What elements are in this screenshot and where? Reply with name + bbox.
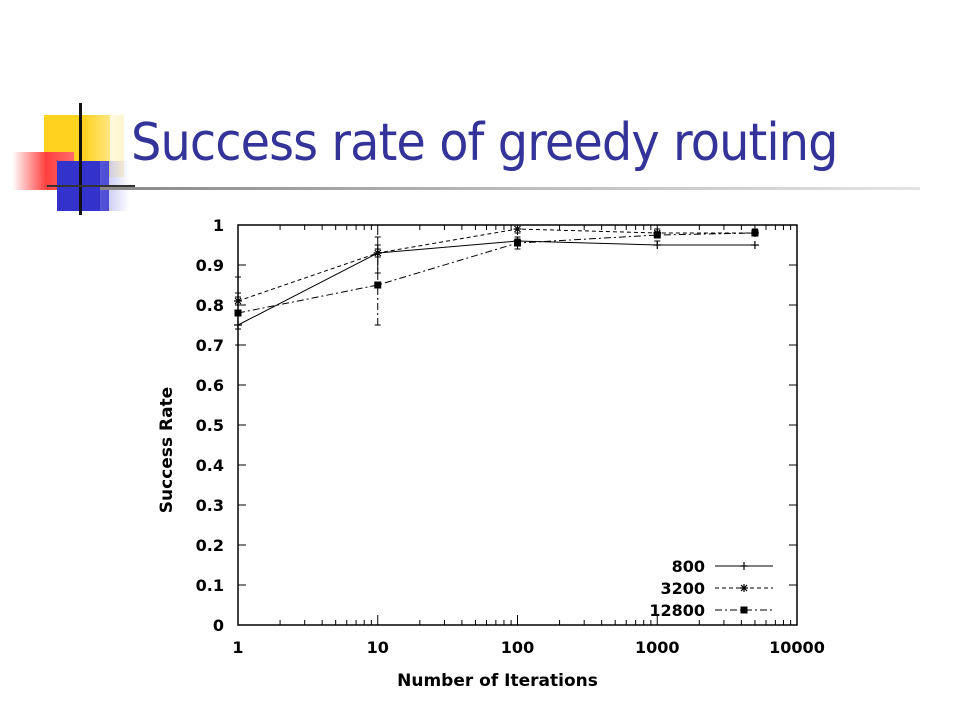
legend-marker-12800 <box>740 606 748 614</box>
y-tick-label: 0.8 <box>196 296 224 315</box>
data-point-12800 <box>234 309 242 317</box>
x-tick-label: 1 <box>232 638 243 657</box>
y-tick-label: 0.5 <box>196 416 224 435</box>
x-axis-label: Number of Iterations <box>397 671 598 691</box>
series-line-3200 <box>237 228 755 302</box>
x-tick-label: 10 <box>367 638 389 657</box>
y-tick-label: 0.4 <box>196 456 224 475</box>
slide-title: Success rate of greedy routing <box>131 113 838 173</box>
y-tick-label: 0.2 <box>196 536 224 555</box>
title-underline <box>100 187 920 190</box>
data-point-12800 <box>751 229 759 237</box>
x-tick-label: 1000 <box>635 638 680 657</box>
legend-label-3200: 3200 <box>660 579 705 598</box>
y-tick-label: 1 <box>213 216 224 235</box>
y-axis-label: Success Rate <box>157 387 177 513</box>
y-tick-label: 0.1 <box>196 576 224 595</box>
series-12800 <box>234 229 759 346</box>
data-point-3200 <box>513 225 522 233</box>
series-layer <box>234 224 759 346</box>
data-point-800 <box>750 241 759 249</box>
legend-marker-800 <box>740 562 748 570</box>
axes-layer: 0 0.1 0.2 0.3 0.4 0.5 0.6 0.7 0.8 0.9 1 1 10 100 1000 1… <box>196 216 825 657</box>
y-tick-label: 0.9 <box>196 256 224 275</box>
legend: 800 3200 12800 <box>649 557 773 620</box>
y-tick-label: 0 <box>213 616 224 635</box>
y-tick-label: 0.6 <box>196 376 224 395</box>
data-point-800 <box>653 241 662 249</box>
legend-label-800: 800 <box>672 557 705 576</box>
data-point-12800 <box>514 239 521 247</box>
x-tick-label: 100 <box>501 638 534 657</box>
data-point-12800 <box>653 231 661 239</box>
series-800 <box>234 236 759 330</box>
series-line-800 <box>237 240 755 326</box>
y-tick-label: 0.7 <box>196 336 224 355</box>
legend-label-12800: 12800 <box>649 601 705 620</box>
legend-marker-3200 <box>740 584 748 592</box>
success-rate-chart: 0 0.1 0.2 0.3 0.4 0.5 0.6 0.7 0.8 0.9 1 1 10 100 1000 1… <box>157 216 825 691</box>
decor-vertical-line <box>79 103 82 215</box>
series-3200 <box>234 224 759 306</box>
data-point-12800 <box>374 281 382 289</box>
data-point-3200 <box>234 297 242 305</box>
decor-horizontal-line <box>47 185 135 187</box>
x-tick-label: 10000 <box>769 638 825 657</box>
plot-frame <box>237 224 798 626</box>
y-tick-label: 0.3 <box>196 496 224 515</box>
